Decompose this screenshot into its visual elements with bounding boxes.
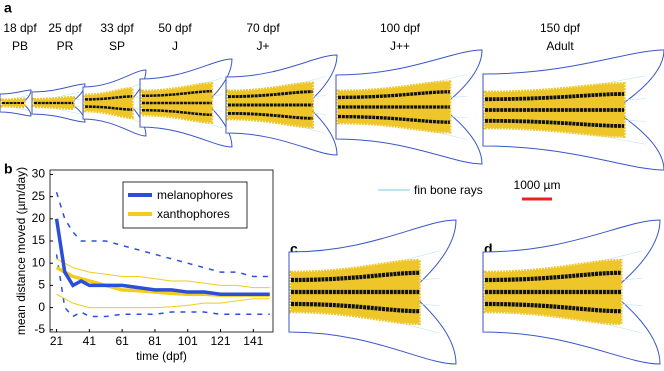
panel-label: d <box>484 241 493 257</box>
fin-rays-label: fin bone rays <box>414 183 483 197</box>
legend-label: xanthophores <box>157 207 230 221</box>
y-tick-label: 30 <box>32 167 46 181</box>
black-stripe <box>290 301 420 314</box>
black-stripe <box>227 111 313 120</box>
stage-name: J+ <box>256 39 269 53</box>
black-stripe <box>84 95 133 101</box>
stage-age: 33 dpf <box>100 21 134 35</box>
black-stripe <box>484 118 625 128</box>
stage-name: PB <box>12 39 28 53</box>
black-stripe <box>337 90 450 100</box>
x-axis-label: time (dpf) <box>136 349 187 363</box>
y-tick-label: 20 <box>32 211 46 225</box>
y-tick-label: 25 <box>32 189 46 203</box>
black-stripe <box>484 301 622 314</box>
x-tick-label: 21 <box>50 334 64 348</box>
y-tick-label: 5 <box>38 278 45 292</box>
stage-name: Adult <box>546 39 574 53</box>
fish-panels <box>0 49 664 365</box>
y-axis-label: mean distance moved (µm/day) <box>14 167 28 335</box>
panel-label: b <box>4 161 13 177</box>
bound-line <box>56 293 270 309</box>
x-tick-label: 41 <box>83 334 97 348</box>
bound-line <box>55 191 270 278</box>
y-tick-label: -5 <box>34 322 45 336</box>
x-tick-label: 101 <box>178 334 198 348</box>
stage-age: 50 dpf <box>158 21 192 35</box>
stage-age: 25 dpf <box>48 21 82 35</box>
scale-bar-label: 1000 µm <box>514 178 561 192</box>
black-stripe <box>290 270 420 283</box>
stage-age: 18 dpf <box>3 21 37 35</box>
black-stripe <box>227 90 313 99</box>
black-stripe <box>141 108 212 116</box>
panel-label: c <box>290 241 298 257</box>
panel-label: a <box>4 0 12 16</box>
yellow-band <box>483 258 623 326</box>
yellow-band <box>0 97 26 109</box>
black-stripe <box>484 270 622 283</box>
x-tick-label: 141 <box>243 334 263 348</box>
x-tick-label: 61 <box>115 334 129 348</box>
stage-age: 150 dpf <box>540 21 581 35</box>
black-stripe <box>484 92 625 102</box>
stage-age: 70 dpf <box>246 21 280 35</box>
chart: -5 0 5 10 15 20 25 30 21 41 61 81 101 121 141 time (dpf… <box>14 167 274 363</box>
stage-name: SP <box>109 39 125 53</box>
black-stripe <box>337 114 450 124</box>
y-tick-label: 10 <box>32 255 46 269</box>
black-stripe <box>84 105 133 111</box>
bound-line <box>56 258 270 289</box>
black-stripe <box>141 90 212 98</box>
y-tick-label: 15 <box>32 233 46 247</box>
bound-line <box>55 254 270 318</box>
legend-label: melanophores <box>157 188 233 202</box>
x-tick-label: 121 <box>211 334 231 348</box>
stage-age: 100 dpf <box>380 21 421 35</box>
yellow-band <box>83 86 134 120</box>
stage-name: PR <box>57 39 74 53</box>
x-tick-label: 81 <box>148 334 162 348</box>
stage-name: J <box>172 39 178 53</box>
mean-line <box>54 218 270 297</box>
stage-name: J++ <box>390 39 410 53</box>
legend-box <box>122 181 248 229</box>
y-tick-label: 0 <box>38 300 45 314</box>
